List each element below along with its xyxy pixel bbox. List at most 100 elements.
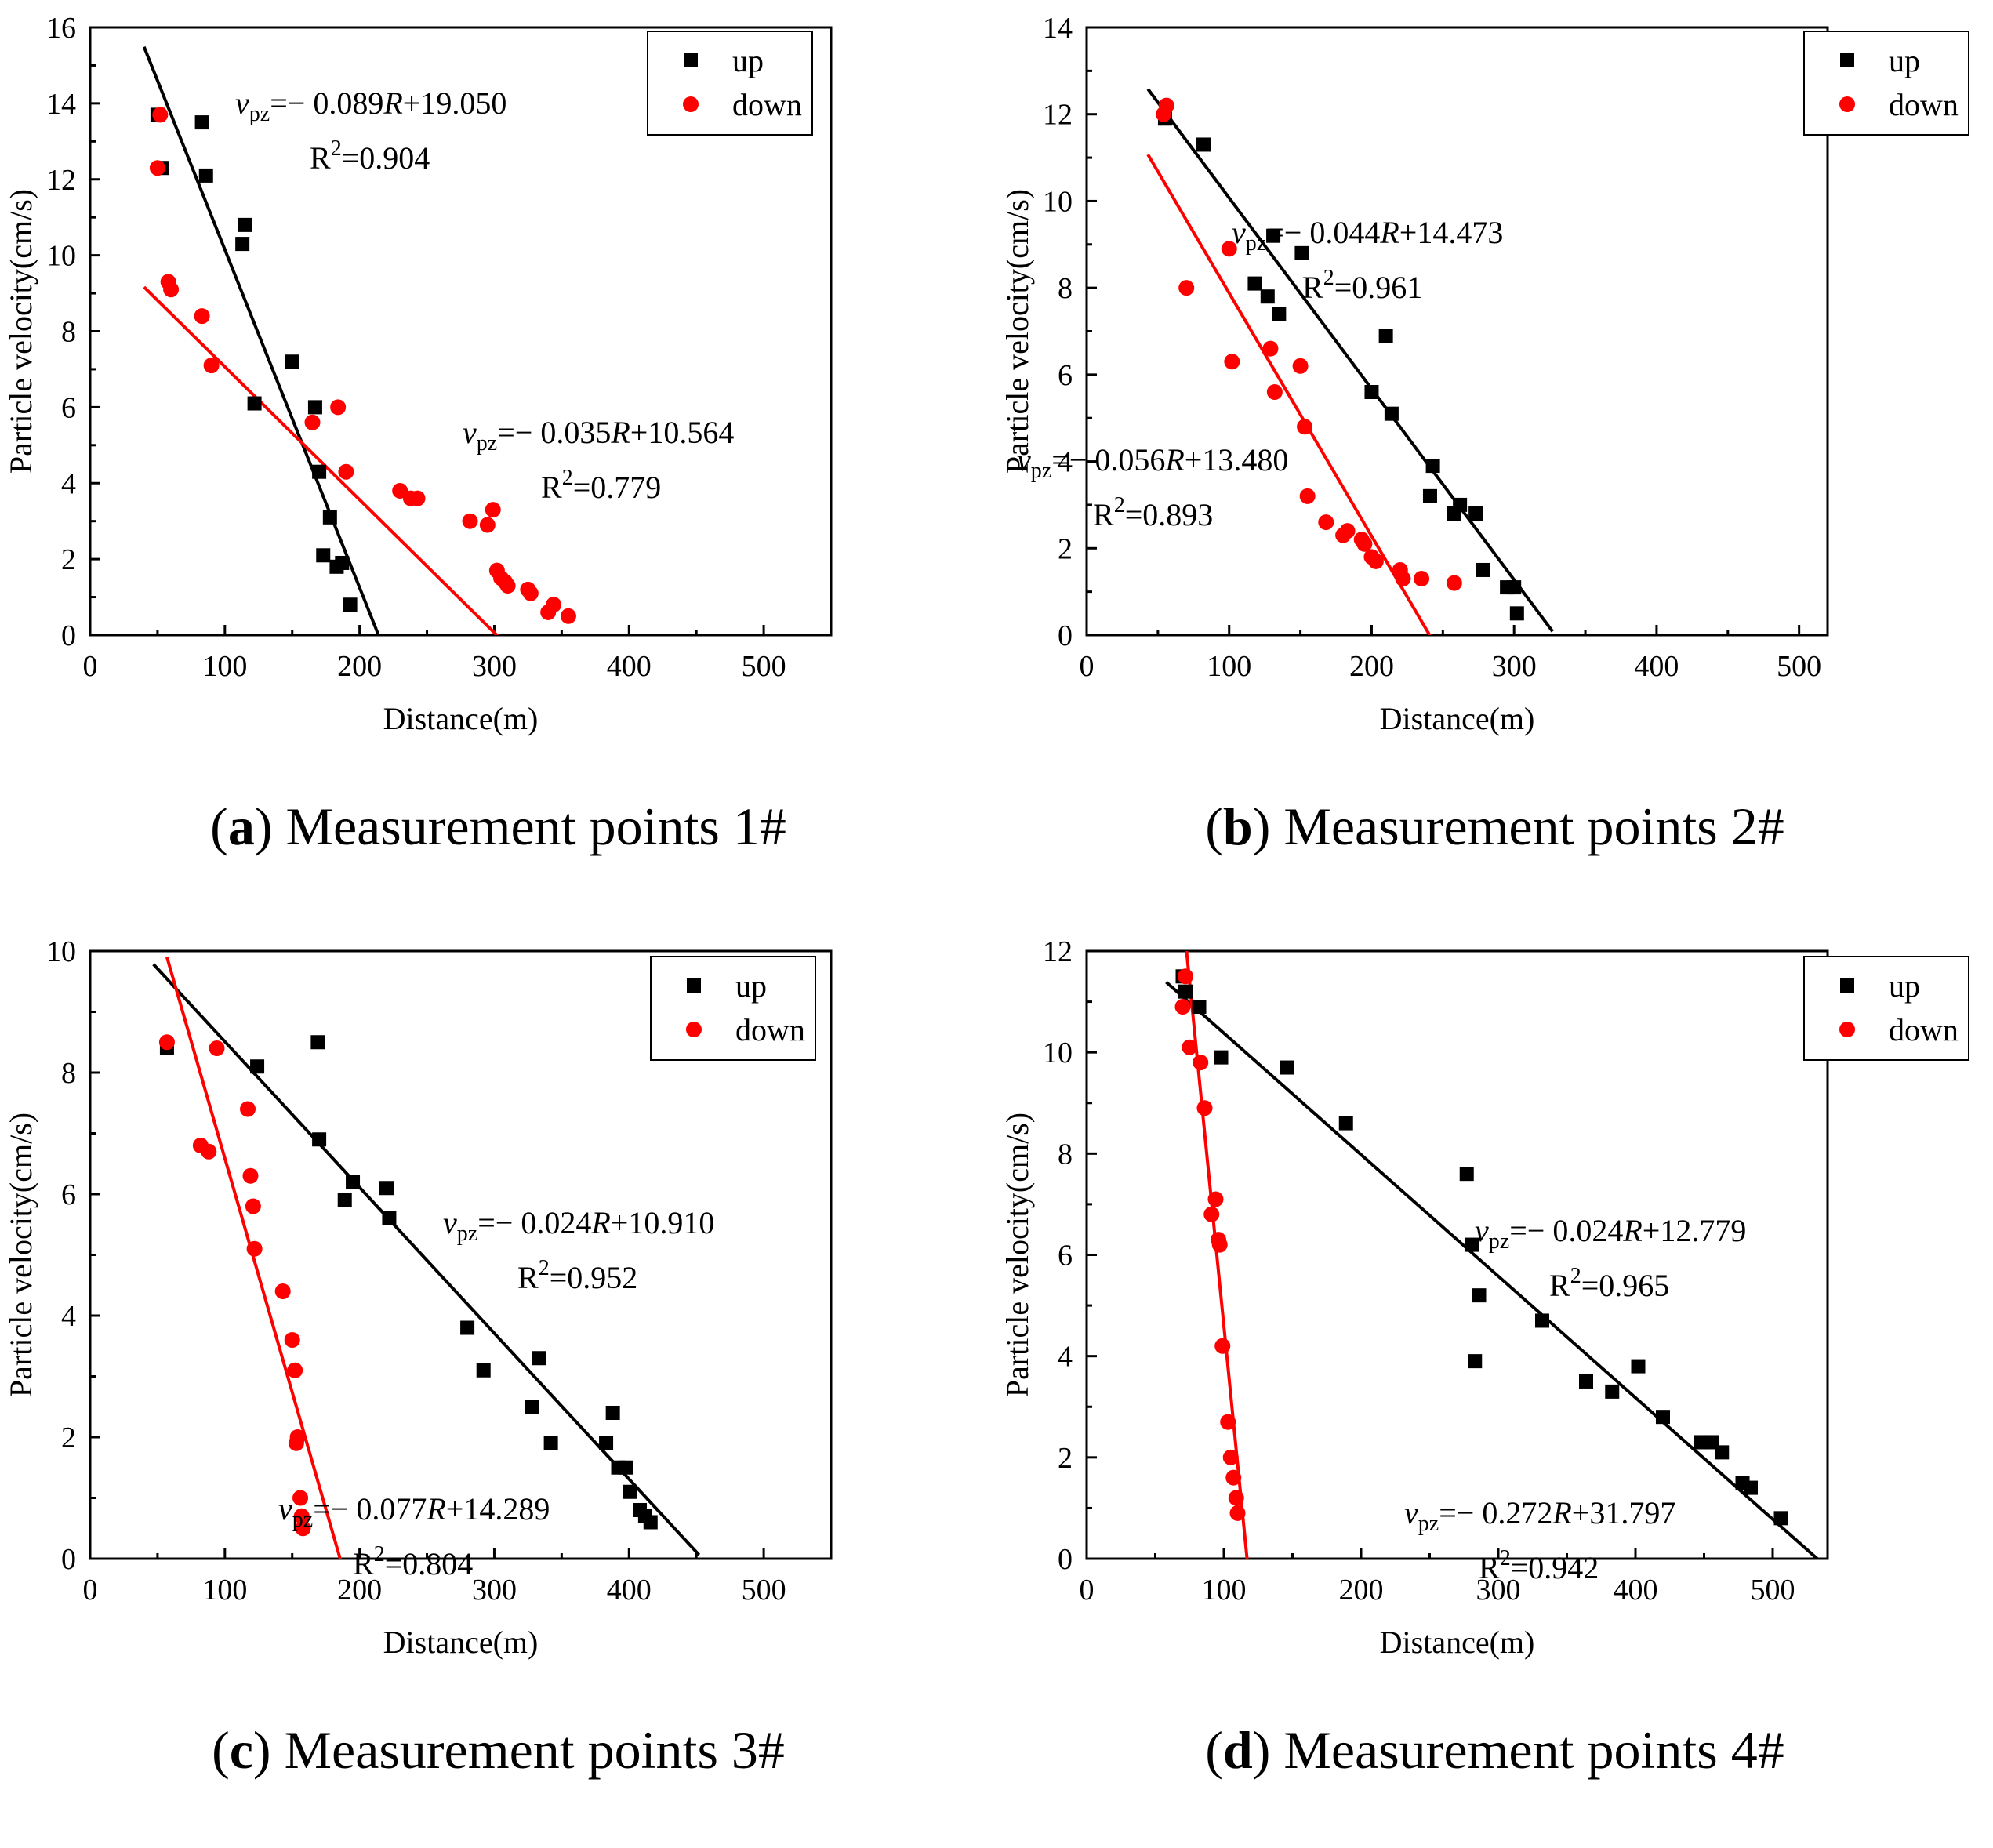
chart-a-down-r2-prefix: R	[541, 470, 562, 505]
chart-a-legend-down-label: down	[732, 87, 802, 122]
chart-d-up-point	[1656, 1410, 1670, 1425]
chart-b-up-point	[1266, 228, 1281, 243]
chart-b-down-eq-var: R	[1164, 442, 1184, 477]
chart-c-up-point	[346, 1175, 361, 1189]
chart-c-up-point	[476, 1363, 491, 1378]
chart-c-down-eq-sub: pz	[292, 1508, 313, 1532]
chart-c-down-point	[240, 1101, 256, 1117]
chart-d-ytick-label: 0	[1058, 1543, 1073, 1576]
chart-a-legend-up-marker	[684, 53, 698, 67]
chart-b-caption-label: b	[1222, 797, 1253, 856]
chart-a-xtick-label: 400	[607, 650, 652, 683]
chart-b-down-eq-sub: pz	[1031, 459, 1051, 483]
chart-a-down-point	[152, 107, 169, 123]
chart-b-up-point	[1294, 245, 1309, 260]
chart-c-down-point	[287, 1362, 303, 1378]
chart-d-down-eq-var: R	[1552, 1495, 1571, 1530]
chart-b-caption-text: Measurement points 2#	[1283, 797, 1784, 856]
chart-d-up-point	[1468, 1354, 1483, 1369]
chart-d-down-point	[1225, 1469, 1242, 1486]
chart-b-up-point	[1468, 506, 1483, 521]
chart-a-down-eq-lead: v	[463, 415, 477, 450]
chart-d-down-point	[1193, 1055, 1209, 1071]
chart-a-ytick-label: 12	[46, 164, 76, 197]
chart-a-ytick-label: 4	[61, 467, 76, 500]
chart-a-up-point	[316, 548, 331, 563]
chart-b-down-point	[1299, 488, 1316, 504]
chart-b-up-r2-value: =0.961	[1334, 270, 1423, 305]
chart-a-up-r2-prefix: R	[310, 140, 331, 176]
chart-b-up-point	[1422, 488, 1437, 503]
chart-a-ytick-label: 8	[61, 316, 76, 349]
chart-d-down-point	[1203, 1206, 1220, 1222]
chart-d-up-eq-body: =− 0.024	[1509, 1213, 1623, 1248]
chart-d-ytick-label: 4	[1058, 1341, 1073, 1374]
chart-a-xtick-label: 200	[337, 650, 382, 683]
chart-a-down-point	[149, 160, 165, 176]
chart-c-plot: 0 100 200 300 400 500 0 2 4 6 8 10 Distance(m) Partic…	[3, 935, 833, 1660]
chart-a-up-point	[335, 555, 350, 570]
chart-d-down-point	[1211, 1236, 1228, 1253]
chart-d-up-point	[1459, 1167, 1474, 1182]
chart-c-xtick-label: 0	[83, 1574, 98, 1607]
chart-b-xlabel: Distance(m)	[1380, 701, 1535, 736]
chart-d-down-r2-value: =0.942	[1511, 1550, 1599, 1585]
chart-c-ytick-label: 6	[61, 1178, 76, 1211]
chart-c-down-eq-lead: v	[278, 1491, 292, 1527]
chart-c-xtick-label: 500	[742, 1574, 786, 1607]
chart-d-down-point	[1222, 1449, 1239, 1465]
chart-panel-a: 0 100 200 300 400 500 0 2 4 6 8 10 12 14 16 Distance(m)…	[0, 0, 996, 924]
chart-a-down-r2-sup: 2	[562, 466, 573, 490]
chart-a-up-eq-var: R	[383, 85, 402, 121]
chart-a-down-point	[546, 597, 562, 613]
chart-a-xtick-label: 100	[202, 650, 247, 683]
chart-d-up-eq-var: R	[1622, 1213, 1642, 1248]
chart-c-up-r2-value: =0.952	[550, 1260, 638, 1295]
chart-a-up-point	[247, 396, 262, 411]
chart-a-up-point	[285, 354, 299, 369]
chart-d-up-eq-sub: pz	[1489, 1229, 1509, 1254]
chart-c-down-r2: R2=0.804	[353, 1542, 473, 1581]
chart-b-up-eq-lead: v	[1232, 215, 1246, 250]
chart-c-up-point	[250, 1059, 265, 1074]
chart-c-caption-label: c	[229, 1720, 253, 1780]
chart-a-legend-down-marker	[683, 96, 699, 112]
chart-panel-d: 0 100 200 300 400 500 0 2 4 6 8 10 12 Distance(m) Part…	[996, 924, 1993, 1847]
chart-c-xlabel: Distance(m)	[383, 1625, 539, 1660]
chart-c-down-point	[292, 1490, 309, 1506]
chart-a-up-point	[235, 237, 250, 252]
chart-b-up-point	[1272, 307, 1287, 321]
chart-b-legend-up-marker	[1840, 53, 1854, 67]
chart-d-legend-down-marker	[1839, 1022, 1855, 1037]
chart-b-down-eq-lead: v	[1017, 442, 1031, 477]
chart-d-ytick-label: 12	[1043, 935, 1073, 968]
chart-a-xtick-label: 0	[83, 650, 98, 683]
chart-a-ytick-label: 6	[61, 391, 76, 424]
chart-b-up-equation: vpz=− 0.044R+14.473	[1232, 215, 1503, 256]
chart-a-up-r2-value: =0.904	[342, 140, 430, 176]
chart-d-up-eq-tail: +12.779	[1643, 1213, 1747, 1248]
chart-a-ytick-label: 10	[46, 240, 76, 273]
chart-a-down-point	[304, 414, 321, 430]
chart-c-legend-down-label: down	[735, 1012, 805, 1047]
chart-c-up-r2-sup: 2	[539, 1256, 550, 1280]
chart-c-up-eq-lead: v	[443, 1205, 457, 1240]
chart-a-down-point	[479, 517, 496, 533]
chart-b-ylabel: Particle velocity(cm/s)	[1000, 189, 1035, 474]
chart-d-down-r2-sup: 2	[1500, 1546, 1511, 1570]
chart-b-down-point	[1158, 97, 1174, 114]
chart-b-down-eq-tail: +13.480	[1185, 442, 1289, 477]
chart-b-ytick-label: 6	[1058, 359, 1073, 392]
chart-c-up-point	[623, 1484, 637, 1499]
chart-b-down-point	[1224, 354, 1240, 370]
chart-b-up-eq-tail: +14.473	[1399, 215, 1504, 250]
chart-b-xtick-label: 200	[1349, 650, 1394, 683]
chart-c-up-eq-var: R	[590, 1205, 610, 1240]
chart-a-down-eq-var: R	[610, 415, 630, 450]
chart-d-up-point	[1280, 1060, 1294, 1075]
chart-b-up-point	[1260, 289, 1275, 304]
chart-c-down-fit-line	[165, 957, 342, 1559]
chart-b-down-point	[1446, 575, 1462, 591]
chart-b-down-r2-sup: 2	[1114, 493, 1125, 517]
chart-d-up-r2: R2=0.965	[1549, 1264, 1669, 1303]
